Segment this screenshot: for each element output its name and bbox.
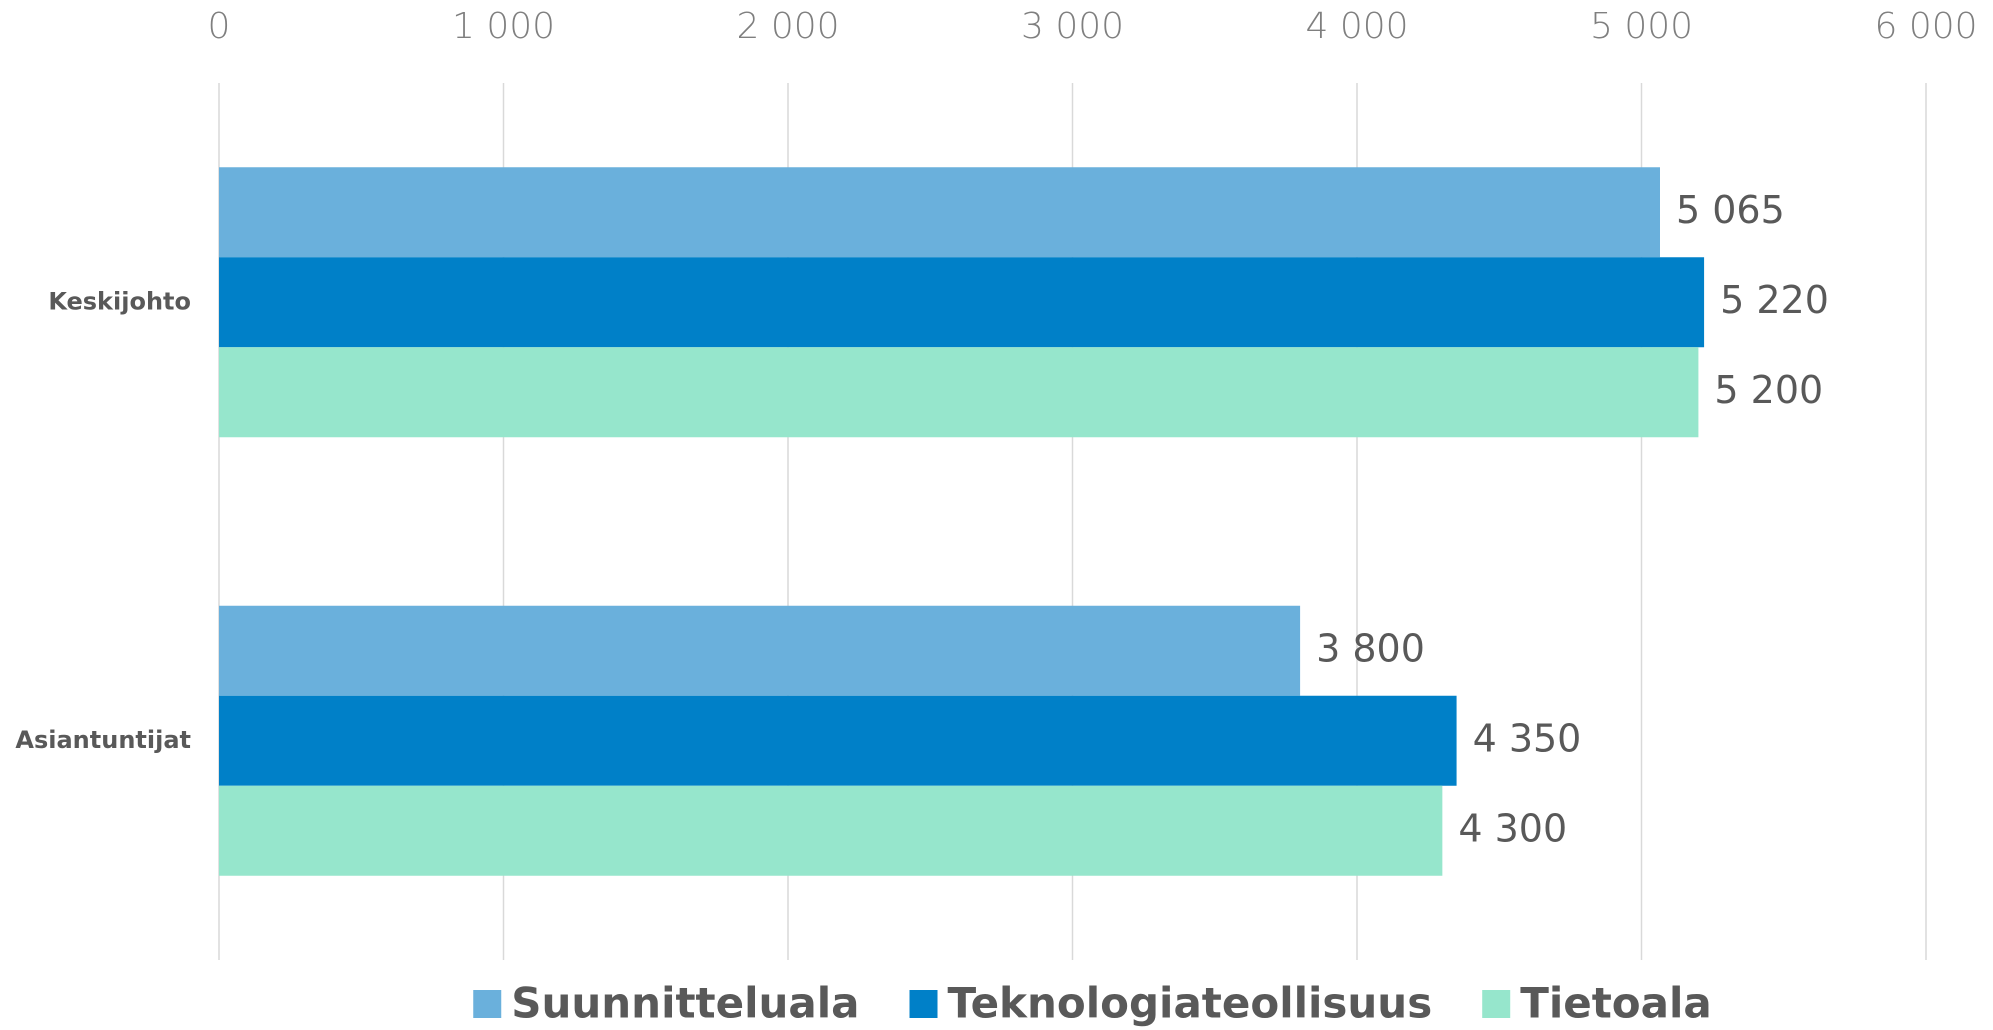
x-tick-label: 3 000 bbox=[1021, 6, 1124, 47]
x-tick-label: 0 bbox=[208, 6, 231, 47]
x-tick-label: 4 000 bbox=[1305, 6, 1408, 47]
value-label: 4 300 bbox=[1458, 806, 1567, 850]
legend-label: Teknologiateollisuus bbox=[948, 979, 1433, 1028]
x-tick-label: 6 000 bbox=[1874, 6, 1977, 47]
category-label: Keskijohto bbox=[48, 287, 191, 315]
value-label: 5 200 bbox=[1714, 368, 1823, 412]
value-label: 3 800 bbox=[1316, 626, 1425, 670]
x-tick-label: 5 000 bbox=[1590, 6, 1693, 47]
category-label: Asiantuntijat bbox=[15, 726, 191, 754]
bar bbox=[219, 785, 1443, 876]
legend-label: Tietoala bbox=[1520, 979, 1712, 1028]
bar bbox=[219, 605, 1301, 696]
legend-label: Suunnitteluala bbox=[511, 979, 859, 1028]
x-tick-label: 1 000 bbox=[452, 6, 555, 47]
legend-swatch bbox=[1482, 990, 1511, 1018]
value-label: 5 065 bbox=[1676, 188, 1785, 232]
legend-swatch bbox=[909, 990, 938, 1018]
bar bbox=[219, 257, 1705, 348]
legend-swatch bbox=[473, 990, 502, 1018]
value-label: 5 220 bbox=[1720, 278, 1829, 322]
bar bbox=[219, 695, 1457, 786]
bar bbox=[219, 167, 1660, 258]
value-label: 4 350 bbox=[1473, 716, 1582, 760]
x-tick-label: 2 000 bbox=[736, 6, 839, 47]
bar bbox=[219, 347, 1699, 438]
